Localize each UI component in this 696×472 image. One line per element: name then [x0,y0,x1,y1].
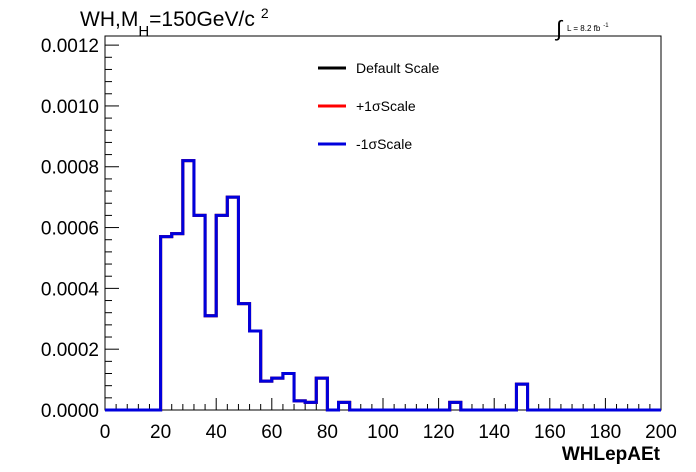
x-tick-label: 20 [150,422,171,443]
luminosity-text: L = 8.2 fb -1 [567,23,609,33]
x-tick-label: 180 [590,422,622,443]
x-tick-label: 40 [206,422,227,443]
x-tick-label: 0 [100,422,111,443]
legend-label-2: +1σScale [356,98,416,114]
plot-frame [104,35,662,411]
y-tick-label: 0.0006 [41,219,99,240]
legend: Default Scale +1σScale -1σScale [318,60,439,152]
y-tick-label: 0.0010 [41,97,99,118]
x-tick-label: 140 [478,422,510,443]
y-axis: 0.0000 0.0002 0.0004 0.0006 0.0008 0.0010 0.00… [41,36,119,422]
y-tick-label: 0.0000 [41,401,99,422]
series-line-3 [105,159,661,412]
y-tick-label: 0.0008 [41,158,99,179]
x-tick-label: 80 [317,422,338,443]
x-axis-label: WHLepAEt [562,444,661,465]
x-axis: 0 20 40 60 80 100 120 140 160 180 200 [100,398,677,443]
series-layer [105,159,661,412]
x-tick-label: 120 [423,422,455,443]
y-tick-label: 0.0012 [41,36,99,57]
y-tick-label: 0.0002 [41,340,99,361]
y-tick-label: 0.0004 [41,279,100,300]
x-tick-label: 160 [534,422,566,443]
series-line-2 [105,159,661,412]
integral-symbol: ∫ [554,16,564,41]
luminosity-label: ∫ L = 8.2 fb -1 [554,16,609,41]
legend-label-3: -1σScale [356,136,412,152]
x-tick-label: 200 [645,422,677,443]
x-tick-label: 60 [261,422,282,443]
chart-title: WH,MH=150GeV/c 2 [80,5,269,40]
series-line-1 [105,159,661,412]
legend-label-1: Default Scale [356,60,439,76]
x-tick-label: 100 [367,422,399,443]
